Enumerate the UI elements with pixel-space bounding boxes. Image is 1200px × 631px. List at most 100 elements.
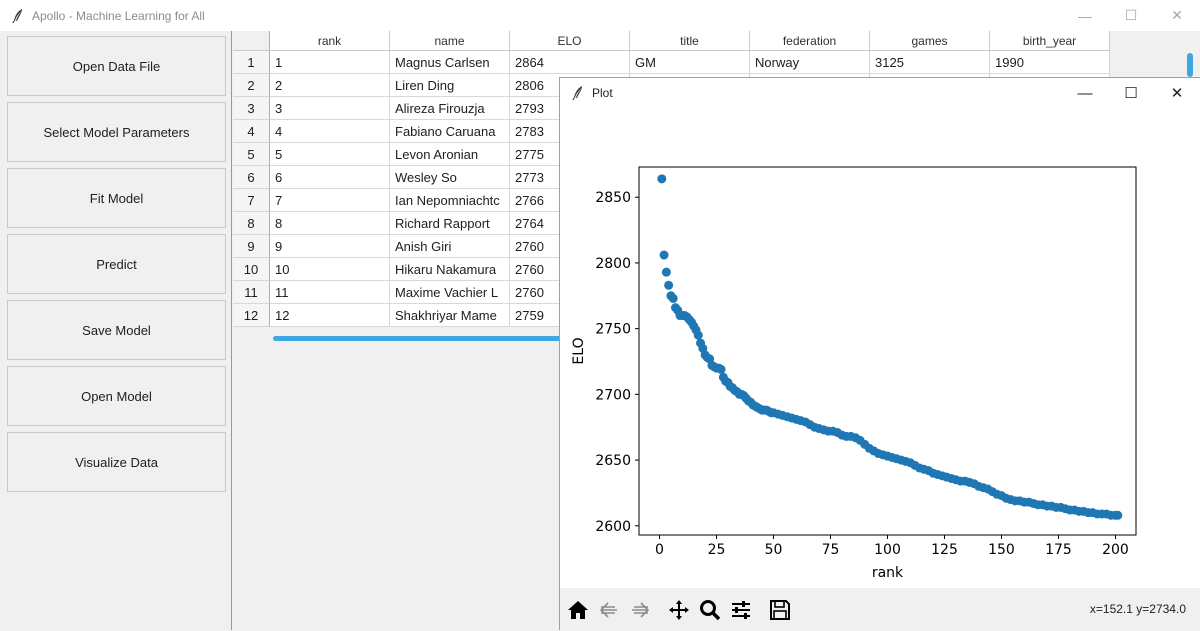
visualize-data-button[interactable]: Visualize Data: [7, 432, 226, 492]
row-index[interactable]: 3: [233, 97, 270, 120]
table-cell-rank[interactable]: 4: [270, 120, 390, 143]
column-header-games[interactable]: games: [870, 31, 990, 51]
row-index[interactable]: 10: [233, 258, 270, 281]
column-header-name[interactable]: name: [390, 31, 510, 51]
row-index[interactable]: 12: [233, 304, 270, 327]
plot-title-bar: Plot — ☐ ✕: [560, 78, 1200, 108]
table-cell-rank[interactable]: 2: [270, 74, 390, 97]
table-cell-name[interactable]: Magnus Carlsen: [390, 51, 510, 74]
table-cell-title[interactable]: GM: [630, 51, 750, 74]
open-model-button[interactable]: Open Model: [7, 366, 226, 426]
maximize-button[interactable]: ☐: [1124, 7, 1138, 23]
column-header-federation[interactable]: federation: [750, 31, 870, 51]
cursor-coordinates: x=152.1 y=2734.0: [1089, 602, 1186, 616]
plot-minimize-button[interactable]: —: [1077, 84, 1093, 102]
y-tick-label: 2600: [595, 519, 631, 535]
table-cell-name[interactable]: Liren Ding: [390, 74, 510, 97]
row-index[interactable]: 4: [233, 120, 270, 143]
table-cell-rank[interactable]: 12: [270, 304, 390, 327]
x-tick-label: 50: [765, 542, 783, 558]
y-tick-label: 2750: [595, 322, 631, 338]
table-cell-rank[interactable]: 8: [270, 212, 390, 235]
save-icon[interactable]: [764, 594, 795, 625]
feather-icon: [570, 85, 586, 101]
row-index[interactable]: 6: [233, 166, 270, 189]
scatter-chart[interactable]: 0 25 50 75 100 125 150 175 200 2600 2650 2700 2750 28…: [560, 108, 1200, 588]
open-data-file-button[interactable]: Open Data File: [7, 36, 226, 96]
table-cell-name[interactable]: Levon Aronian: [390, 143, 510, 166]
vertical-scrollbar[interactable]: [1187, 53, 1193, 77]
table-cell-rank[interactable]: 1: [270, 51, 390, 74]
plot-maximize-button[interactable]: ☐: [1124, 85, 1138, 102]
plot-close-button[interactable]: ✕: [1170, 85, 1184, 102]
scatter-point: [657, 174, 667, 184]
x-tick-label: 125: [931, 542, 958, 558]
table-cell-name[interactable]: Wesley So: [390, 166, 510, 189]
pan-icon[interactable]: [663, 594, 694, 625]
row-index[interactable]: 11: [233, 281, 270, 304]
column-header-title[interactable]: title: [630, 31, 750, 51]
select-model-parameters-button[interactable]: Select Model Parameters: [7, 102, 226, 162]
column-header-birth_year[interactable]: birth_year: [990, 31, 1110, 51]
y-tick-label: 2700: [595, 387, 631, 403]
close-button[interactable]: ✕: [1171, 7, 1183, 23]
column-header-ELO[interactable]: ELO: [510, 31, 630, 51]
predict-button[interactable]: Predict: [7, 234, 226, 294]
title-bar: Apollo - Machine Learning for All — ☐ ✕: [0, 0, 1200, 31]
row-index[interactable]: 8: [233, 212, 270, 235]
table-cell-name[interactable]: Fabiano Caruana: [390, 120, 510, 143]
column-header-rank[interactable]: rank: [270, 31, 390, 51]
horizontal-scrollbar[interactable]: [273, 336, 573, 341]
table-row: 1 1 Magnus Carlsen 2864 GM Norway 3125 1990: [233, 51, 1110, 74]
plot-toolbar: x=152.1 y=2734.0: [560, 588, 1200, 631]
home-icon[interactable]: [562, 594, 593, 625]
x-tick-label: 175: [1045, 542, 1072, 558]
forward-arrow-icon[interactable]: [624, 594, 655, 625]
table-cell-name[interactable]: Richard Rapport: [390, 212, 510, 235]
table-cell-games[interactable]: 3125: [870, 51, 990, 74]
table-cell-name[interactable]: Ian Nepomniachtc: [390, 189, 510, 212]
row-index[interactable]: 5: [233, 143, 270, 166]
table-cell-ELO[interactable]: 2864: [510, 51, 630, 74]
scatter-point: [693, 330, 703, 340]
column-header-row: rank name ELO title federation games birth_yea…: [270, 31, 1110, 51]
table-cell-rank[interactable]: 10: [270, 258, 390, 281]
scatter-point: [659, 250, 669, 260]
row-index[interactable]: 2: [233, 74, 270, 97]
table-cell-rank[interactable]: 5: [270, 143, 390, 166]
table-cell-federation[interactable]: Norway: [750, 51, 870, 74]
y-tick-label: 2800: [595, 256, 631, 272]
table-cell-name[interactable]: Maxime Vachier L: [390, 281, 510, 304]
y-tick-label: 2650: [595, 453, 631, 469]
zoom-icon[interactable]: [694, 594, 725, 625]
table-cell-name[interactable]: Anish Giri: [390, 235, 510, 258]
table-cell-name[interactable]: Shakhriyar Mame: [390, 304, 510, 327]
minimize-button[interactable]: —: [1078, 7, 1092, 24]
x-tick-label: 25: [708, 542, 726, 558]
row-index[interactable]: 9: [233, 235, 270, 258]
fit-model-button[interactable]: Fit Model: [7, 168, 226, 228]
table-cell-rank[interactable]: 7: [270, 189, 390, 212]
table-cell-rank[interactable]: 6: [270, 166, 390, 189]
configure-subplots-icon[interactable]: [725, 594, 756, 625]
table-cell-rank[interactable]: 9: [270, 235, 390, 258]
sidebar: Open Data File Select Model Parameters F…: [0, 31, 232, 630]
table-cell-name[interactable]: Alireza Firouzja: [390, 97, 510, 120]
save-model-button[interactable]: Save Model: [7, 300, 226, 360]
scatter-point: [1113, 510, 1123, 520]
x-tick-label: 150: [988, 542, 1015, 558]
x-axis-label: rank: [872, 565, 904, 581]
feather-icon: [10, 8, 26, 24]
y-tick-label: 2850: [595, 190, 631, 206]
back-arrow-icon[interactable]: [593, 594, 624, 625]
table-cell-name[interactable]: Hikaru Nakamura: [390, 258, 510, 281]
scatter-point: [668, 293, 678, 303]
row-index[interactable]: 1: [233, 51, 270, 74]
table-cell-birth_year[interactable]: 1990: [990, 51, 1110, 74]
window-title: Apollo - Machine Learning for All: [32, 8, 205, 23]
row-index[interactable]: 7: [233, 189, 270, 212]
table-corner: [233, 31, 270, 51]
scatter-point: [716, 364, 726, 374]
table-cell-rank[interactable]: 3: [270, 97, 390, 120]
table-cell-rank[interactable]: 11: [270, 281, 390, 304]
